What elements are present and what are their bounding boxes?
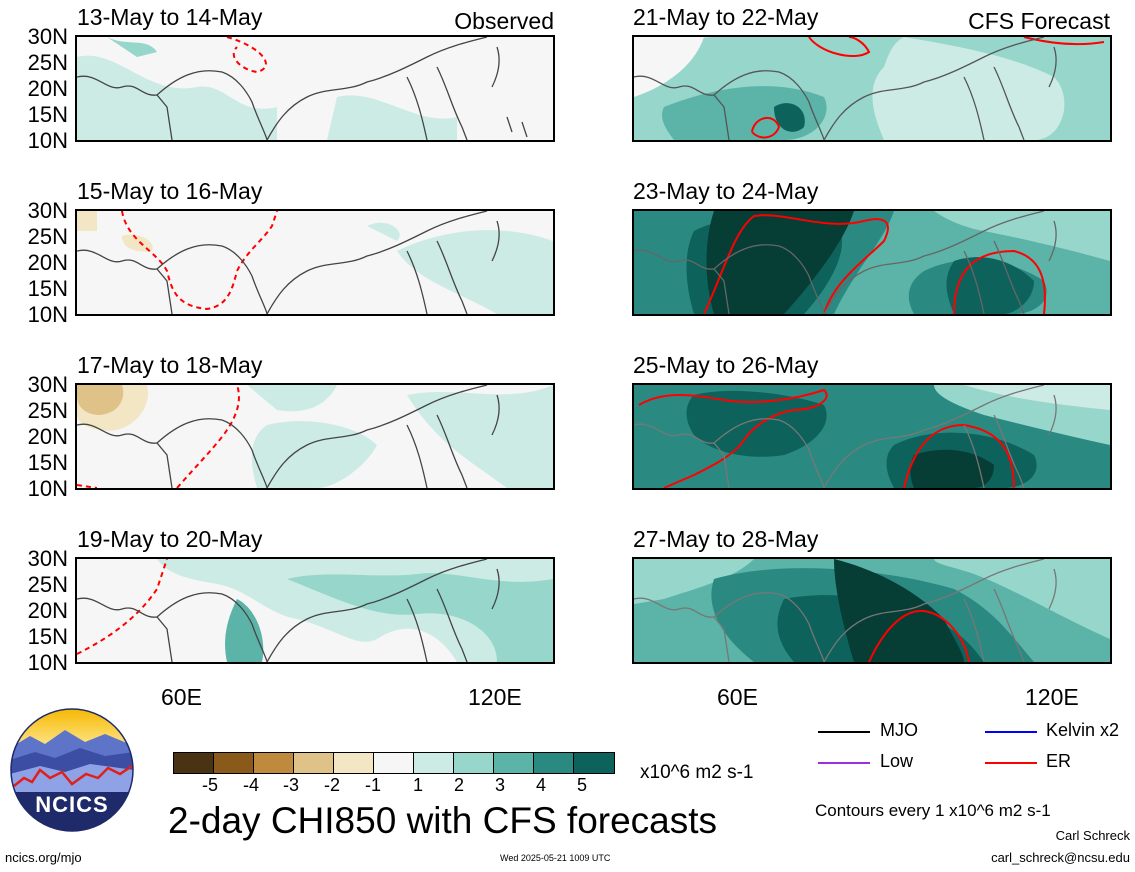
- panel-title: 21-May to 22-May: [633, 4, 819, 30]
- forecast-tag: CFS Forecast: [968, 8, 1110, 34]
- colorbar-swatch: [254, 753, 294, 773]
- map-panel-5: [632, 35, 1112, 142]
- legend-swatch-er: [985, 762, 1037, 764]
- logo-text: NCICS: [35, 792, 109, 817]
- y-tick-label: 10N: [27, 650, 68, 675]
- colorbar: [173, 752, 615, 774]
- colorbar-swatch: [494, 753, 534, 773]
- y-tick-label: 25N: [27, 50, 68, 75]
- map-panel-8: [632, 557, 1112, 664]
- colorbar-label: -5: [202, 775, 219, 795]
- x-tick-label: 120E: [1025, 684, 1079, 710]
- legend-label: MJO: [880, 720, 918, 740]
- colorbar-swatch: [454, 753, 494, 773]
- colorbar-swatch: [534, 753, 574, 773]
- y-tick-label: 15N: [27, 102, 68, 127]
- colorbar-label: -3: [283, 775, 300, 795]
- y-tick-label: 20N: [27, 598, 68, 623]
- colorbar-label: -1: [365, 775, 382, 795]
- y-tick-label: 30N: [27, 198, 68, 223]
- ncics-logo: NCICS: [10, 708, 134, 832]
- legend-swatch-kelvin: [985, 731, 1037, 733]
- colorbar-swatch: [334, 753, 374, 773]
- panel-title: 13-May to 14-May: [77, 4, 263, 30]
- y-tick-label: 15N: [27, 276, 68, 301]
- colorbar-label: 3: [495, 775, 506, 795]
- colorbar-label: 4: [536, 775, 547, 795]
- y-tick-label: 25N: [27, 398, 68, 423]
- x-tick-label: 120E: [468, 684, 522, 710]
- colorbar-swatch: [294, 753, 334, 773]
- y-tick-label: 10N: [27, 302, 68, 327]
- map-panel-7: [632, 383, 1112, 490]
- panel-title: 19-May to 20-May: [77, 526, 263, 552]
- y-tick-label: 30N: [27, 546, 68, 571]
- legend-label: Kelvin x2: [1046, 720, 1120, 740]
- y-tick-label: 20N: [27, 250, 68, 275]
- panel-title: 25-May to 26-May: [633, 352, 819, 378]
- map-panel-2: [75, 209, 555, 316]
- y-tick-label: 20N: [27, 424, 68, 449]
- panel-title: 15-May to 16-May: [77, 178, 263, 204]
- footer-email: carl_schreck@ncsu.edu: [991, 850, 1130, 865]
- colorbar-label: 1: [413, 775, 424, 795]
- legend-label: ER: [1046, 751, 1072, 771]
- x-tick-label: 60E: [161, 684, 202, 710]
- y-tick-label: 20N: [27, 76, 68, 101]
- legend-swatch-mjo: [818, 731, 870, 733]
- colorbar-label: -2: [324, 775, 341, 795]
- colorbar-swatch: [214, 753, 254, 773]
- observed-tag: Observed: [454, 8, 554, 34]
- y-tick-label: 25N: [27, 572, 68, 597]
- y-tick-label: 30N: [27, 24, 68, 49]
- map-panel-1: [75, 35, 555, 142]
- map-panel-4: [75, 557, 555, 664]
- y-tick-label: 15N: [27, 624, 68, 649]
- panel-title: 27-May to 28-May: [633, 526, 819, 552]
- contour-note: Contours every 1 x10^6 m2 s-1: [815, 801, 1051, 820]
- colorbar-swatch: [414, 753, 454, 773]
- x-tick-label: 60E: [717, 684, 758, 710]
- footer-url: ncics.org/mjo: [5, 850, 82, 865]
- colorbar-label: 5: [577, 775, 588, 795]
- panel-title: 23-May to 24-May: [633, 178, 819, 204]
- colorbar-label: -4: [243, 775, 260, 795]
- main-title: 2-day CHI850 with CFS forecasts: [168, 800, 718, 841]
- colorbar-label: 2: [454, 775, 465, 795]
- footer-author: Carl Schreck: [1055, 828, 1130, 843]
- y-tick-label: 25N: [27, 224, 68, 249]
- colorbar-swatch: [374, 753, 414, 773]
- colorbar-swatch: [174, 753, 214, 773]
- y-tick-label: 10N: [27, 476, 68, 501]
- colorbar-swatch: [574, 753, 614, 773]
- y-tick-label: 10N: [27, 128, 68, 153]
- legend-swatch-low: [818, 762, 870, 764]
- y-tick-label: 15N: [27, 450, 68, 475]
- y-tick-label: 30N: [27, 372, 68, 397]
- colorbar-units: x10^6 m2 s-1: [640, 762, 754, 783]
- footer-timestamp: Wed 2025-05-21 1009 UTC: [500, 853, 611, 863]
- legend-label: Low: [880, 751, 914, 771]
- panel-title: 17-May to 18-May: [77, 352, 263, 378]
- map-panel-3: [75, 383, 555, 490]
- map-panel-6: [632, 209, 1112, 316]
